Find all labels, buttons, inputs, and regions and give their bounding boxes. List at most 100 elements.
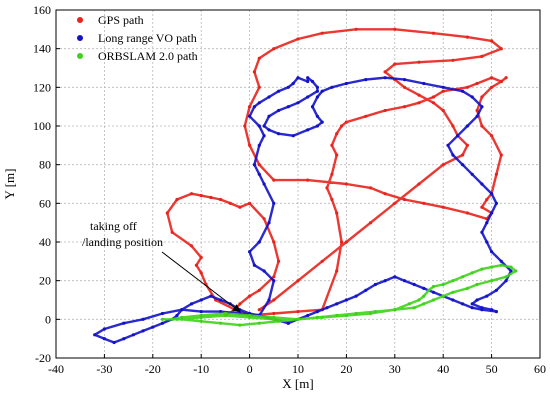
series-point-1 (267, 221, 271, 225)
series-point-0 (248, 294, 252, 298)
annotation-line-2: /landing position (82, 235, 163, 249)
series-point-1 (320, 89, 324, 93)
series-point-1 (189, 302, 194, 306)
x-tick-label: -30 (96, 362, 112, 376)
series-point-0 (431, 101, 436, 105)
series-point-2 (412, 306, 416, 310)
series-point-2 (480, 267, 484, 271)
series-point-2 (238, 323, 242, 327)
series-point-1 (402, 78, 407, 82)
series-point-1 (257, 172, 261, 176)
series-point-1 (296, 76, 300, 80)
y-axis-label: Y [m] (2, 169, 17, 200)
series-point-0 (277, 259, 281, 263)
series-point-1 (451, 298, 455, 302)
series-point-1 (286, 85, 290, 89)
series-point-0 (272, 275, 276, 279)
series-point-1 (248, 250, 252, 254)
series-point-1 (456, 134, 460, 138)
x-tick-label: 0 (247, 362, 253, 376)
series-point-1 (475, 298, 479, 302)
series-point-1 (509, 269, 513, 273)
legend-marker-1 (77, 35, 83, 41)
series-point-1 (112, 340, 116, 345)
series-point-0 (340, 124, 344, 128)
series-point-1 (422, 286, 426, 290)
series-point-2 (422, 294, 426, 298)
series-point-1 (141, 329, 145, 333)
series-point-1 (344, 81, 348, 86)
series-point-1 (412, 282, 416, 287)
series-point-0 (257, 163, 261, 167)
y-tick-label: 80 (39, 158, 51, 172)
series-point-0 (170, 230, 174, 234)
series-point-0 (257, 85, 261, 89)
series-point-1 (306, 79, 310, 84)
y-tick-label: 0 (45, 312, 51, 326)
series-point-0 (417, 60, 421, 64)
series-point-2 (451, 290, 455, 294)
series-point-1 (470, 302, 474, 306)
series-point-1 (480, 182, 484, 186)
series-point-1 (431, 290, 436, 294)
series-point-2 (431, 284, 436, 289)
series-line-2 (161, 264, 517, 327)
series-point-0 (243, 124, 247, 128)
series-point-1 (480, 105, 484, 109)
series-point-0 (383, 70, 387, 74)
legend-marker-2 (77, 53, 83, 59)
series-point-0 (199, 194, 203, 198)
series-point-2 (315, 315, 319, 319)
series-point-1 (383, 279, 387, 283)
series-point-2 (248, 313, 252, 318)
series-point-1 (393, 275, 397, 279)
series-point-2 (465, 286, 469, 290)
series-point-1 (272, 201, 276, 205)
series-point-1 (310, 79, 315, 84)
series-point-1 (151, 325, 155, 329)
series-point-0 (461, 153, 465, 157)
series-point-1 (315, 85, 319, 89)
series-point-0 (402, 85, 407, 89)
series-point-1 (160, 311, 165, 316)
series-point-1 (291, 134, 295, 138)
x-tick-label: 60 (534, 362, 546, 376)
series-point-0 (272, 178, 276, 182)
series-point-1 (141, 317, 145, 321)
series-point-2 (296, 317, 300, 321)
series-point-2 (175, 317, 179, 321)
series-point-0 (417, 101, 421, 105)
series-point-0 (480, 54, 484, 59)
series-point-1 (199, 298, 203, 302)
series-point-0 (402, 105, 407, 109)
series-point-1 (267, 95, 271, 99)
series-point-0 (335, 153, 339, 157)
series-point-1 (257, 240, 261, 244)
series-point-1 (257, 124, 261, 128)
series-point-2 (417, 298, 421, 302)
series-point-1 (344, 298, 348, 302)
series-point-0 (393, 201, 397, 205)
series-point-1 (306, 95, 310, 99)
series-point-0 (465, 211, 469, 215)
series-point-1 (209, 294, 213, 298)
axis-labels: X [m] Y [m] (2, 169, 314, 391)
series-point-1 (480, 308, 484, 312)
y-tick-label: 20 (39, 274, 51, 288)
series-point-1 (286, 321, 290, 325)
series-point-1 (490, 308, 494, 312)
series-point-1 (315, 114, 319, 118)
series-point-1 (180, 308, 184, 312)
series-point-0 (417, 182, 421, 186)
x-tick-label: -40 (48, 362, 64, 376)
series-point-1 (315, 310, 319, 314)
series-point-0 (257, 308, 261, 312)
series-point-0 (490, 85, 494, 89)
series-point-2 (514, 269, 518, 273)
series-point-1 (504, 279, 508, 283)
series-point-0 (383, 192, 387, 196)
series-point-2 (461, 275, 465, 279)
series-point-0 (504, 76, 508, 80)
annotation: taking off /landing position (82, 219, 241, 313)
